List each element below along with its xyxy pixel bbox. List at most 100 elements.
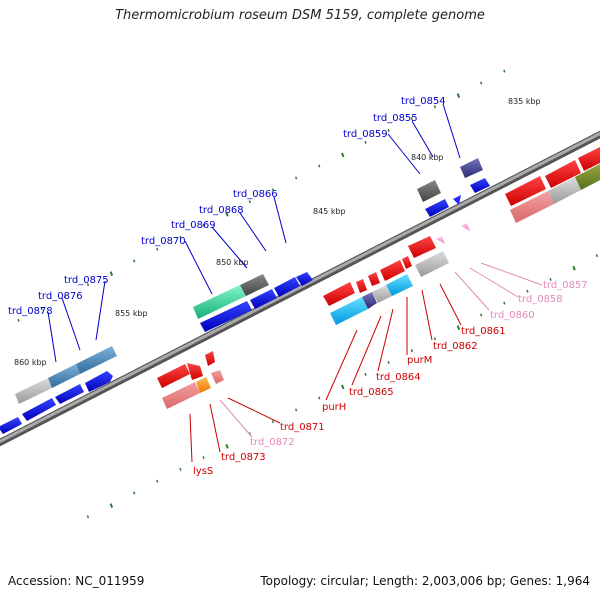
- gene-arrow[interactable]: [460, 158, 483, 178]
- gene-arrow[interactable]: [330, 297, 368, 325]
- scale-tick: [17, 318, 20, 322]
- gene-arrow[interactable]: [436, 236, 445, 244]
- scale-tick: [364, 372, 367, 376]
- kbp-label-855: 855 kbp: [115, 309, 148, 318]
- gene-arrow[interactable]: [408, 236, 436, 258]
- scale-tick: [480, 313, 483, 317]
- gene-arrow[interactable]: [274, 277, 300, 297]
- scale-tick: [63, 295, 66, 299]
- gene-label[interactable]: trd_0870: [141, 236, 186, 247]
- scale-tick: [318, 396, 321, 400]
- gene-label[interactable]: trd_0873: [221, 452, 266, 463]
- gene-arrow[interactable]: [380, 260, 405, 281]
- gene-arrow[interactable]: [368, 272, 380, 286]
- gene-arrow[interactable]: [575, 163, 600, 190]
- gene-arrow[interactable]: [417, 180, 441, 202]
- gene-label[interactable]: trd_0868: [199, 205, 244, 216]
- scale-tick: [133, 491, 136, 495]
- gene-label[interactable]: trd_0858: [518, 294, 563, 305]
- gene-label[interactable]: trd_0866: [233, 189, 278, 200]
- kbp-label-860: 860 kbp: [14, 358, 47, 367]
- gene-arrow[interactable]: [0, 417, 22, 434]
- gene-arrow[interactable]: [157, 364, 190, 388]
- scale-tick: [410, 349, 413, 353]
- scale-tick: [156, 247, 159, 251]
- scale-tick: [595, 254, 598, 258]
- gene-label[interactable]: trd_0861: [461, 326, 506, 337]
- gene-arrow[interactable]: [205, 351, 215, 366]
- scale-tick: [295, 176, 298, 180]
- forward-genes: [0, 158, 490, 434]
- gene-arrow[interactable]: [453, 195, 461, 205]
- gene-arrow[interactable]: [250, 289, 277, 309]
- gene-arrow[interactable]: [200, 301, 252, 332]
- scale-tick: [225, 443, 229, 449]
- gene-arrow[interactable]: [548, 177, 581, 204]
- gene-label[interactable]: purH: [322, 402, 346, 413]
- gene-label[interactable]: trd_0855: [373, 113, 418, 124]
- gene-label[interactable]: trd_0865: [349, 387, 394, 398]
- gene-arrow[interactable]: [48, 364, 80, 388]
- kbp-label-835: 835 kbp: [508, 97, 541, 106]
- gene-arrow[interactable]: [402, 256, 412, 269]
- gene-label[interactable]: trd_0864: [376, 372, 421, 383]
- scale-tick: [549, 277, 552, 281]
- scale-tick: [410, 117, 413, 121]
- scale-tick: [456, 93, 461, 98]
- gene-label[interactable]: lysS: [193, 466, 213, 477]
- scale-tick: [503, 69, 506, 73]
- gene-label[interactable]: trd_0860: [490, 310, 535, 321]
- gene-arrow[interactable]: [296, 272, 313, 286]
- gene-arrow[interactable]: [187, 363, 203, 380]
- gene-label[interactable]: purM: [407, 355, 432, 366]
- gene-arrow[interactable]: [415, 251, 449, 277]
- gene-arrow[interactable]: [461, 223, 470, 231]
- gene-label[interactable]: trd_0854: [401, 96, 446, 107]
- gene-arrow[interactable]: [85, 371, 113, 392]
- gene-arrow[interactable]: [470, 178, 490, 193]
- scale-tick: [387, 128, 390, 132]
- gene-arrow[interactable]: [240, 274, 269, 296]
- gene-arrow[interactable]: [211, 370, 224, 384]
- gene-arrow[interactable]: [372, 285, 392, 303]
- gene-arrow[interactable]: [193, 285, 246, 319]
- gene-label[interactable]: trd_0872: [250, 437, 295, 448]
- scale-tick: [295, 408, 298, 412]
- gene-arrow[interactable]: [15, 378, 52, 404]
- gene-arrow[interactable]: [386, 274, 413, 296]
- gene-arrow[interactable]: [356, 279, 367, 293]
- gene-arrow[interactable]: [22, 398, 56, 421]
- scale-tick: [271, 188, 275, 192]
- scale-tick: [156, 479, 159, 483]
- gene-arrow[interactable]: [55, 384, 84, 404]
- gene-arrow[interactable]: [362, 292, 377, 309]
- kbp-label-840: 840 kbp: [411, 153, 444, 162]
- gene-arrow[interactable]: [578, 146, 600, 171]
- gene-arrow[interactable]: [323, 282, 355, 306]
- scale-tick: [433, 337, 437, 341]
- gene-label[interactable]: trd_0862: [433, 341, 478, 352]
- scale-tick: [318, 164, 321, 168]
- map-title: Thermomicrobium roseum DSM 5159, complet…: [115, 8, 485, 23]
- gene-label[interactable]: trd_0857: [543, 280, 588, 291]
- gene-arrow[interactable]: [76, 346, 117, 374]
- gene-arrow[interactable]: [505, 176, 546, 206]
- scale-tick: [364, 140, 367, 144]
- gene-arrow[interactable]: [196, 377, 211, 393]
- gene-label[interactable]: trd_0859: [343, 129, 388, 140]
- gene-arrow[interactable]: [425, 199, 449, 217]
- scale-tick: [456, 325, 461, 330]
- scale-tick: [341, 384, 345, 390]
- gene-label[interactable]: trd_0876: [38, 291, 83, 302]
- genome-summary: Topology: circular; Length: 2,003,006 bp…: [260, 574, 590, 588]
- gene-arrow[interactable]: [510, 191, 554, 223]
- gene-arrow[interactable]: [162, 382, 200, 409]
- gene-label[interactable]: trd_0878: [8, 306, 53, 317]
- gene-arrow[interactable]: [545, 160, 581, 188]
- scale-ticks: [17, 69, 598, 519]
- gene-label[interactable]: trd_0875: [64, 275, 109, 286]
- gene-label[interactable]: trd_0871: [280, 422, 325, 433]
- scale-tick: [179, 467, 182, 471]
- gene-label[interactable]: trd_0869: [171, 220, 216, 231]
